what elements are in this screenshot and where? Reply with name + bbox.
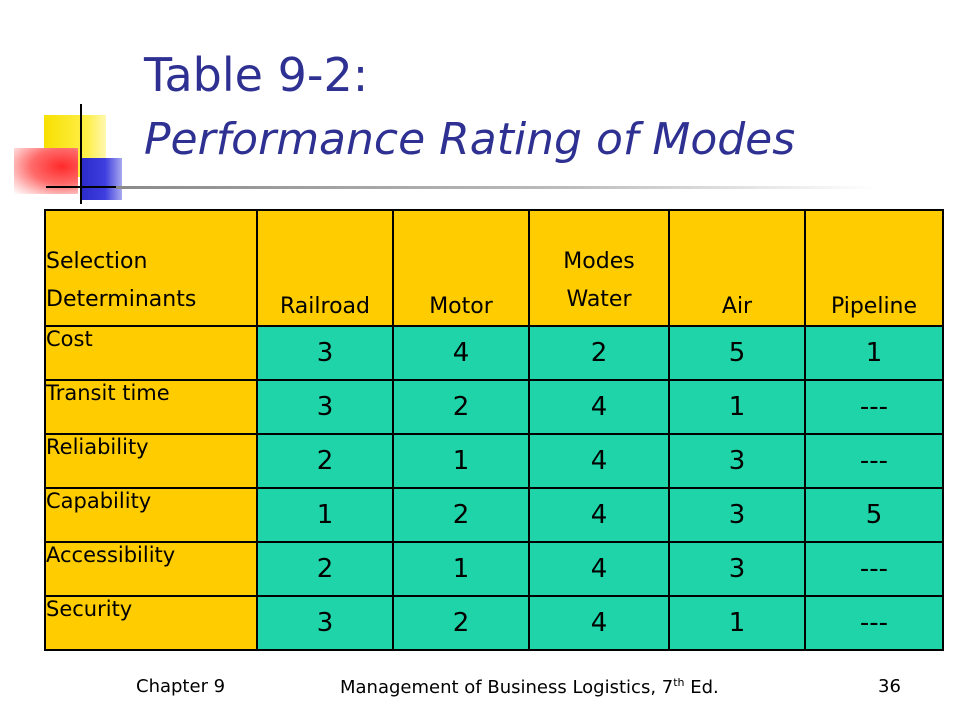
table-row: Reliability 2 1 4 3 ---: [44, 433, 944, 489]
footer-book-title: Management of Business Logistics, 7th Ed…: [340, 676, 719, 698]
cell-value: 3: [256, 325, 394, 381]
header-water-label: Water: [566, 287, 632, 312]
cell-value: 4: [528, 595, 670, 651]
title-underline: [116, 186, 876, 189]
performance-table: Selection Determinants Railroad Motor Mo…: [44, 209, 944, 651]
cell-value: ---: [804, 433, 944, 489]
cell-value: 3: [668, 433, 806, 489]
footer-book-sup: th: [673, 676, 685, 689]
header-pipeline: Pipeline: [804, 209, 944, 327]
cell-value: 2: [392, 487, 530, 543]
cell-value: 3: [668, 541, 806, 597]
cell-value: ---: [804, 541, 944, 597]
cell-value: 2: [256, 433, 394, 489]
header-selection-line1: Selection: [46, 249, 148, 274]
header-air: Air: [668, 209, 806, 327]
cell-value: 1: [804, 325, 944, 381]
cell-value: 3: [668, 487, 806, 543]
cell-value: 4: [528, 433, 670, 489]
row-label: Security: [44, 595, 258, 651]
cell-value: 2: [392, 379, 530, 435]
row-label: Accessibility: [44, 541, 258, 597]
cell-value: 2: [392, 595, 530, 651]
cell-value: 2: [528, 325, 670, 381]
slide-subtitle: Performance Rating of Modes: [144, 114, 796, 165]
cell-value: 2: [256, 541, 394, 597]
logo-blue-square: [80, 158, 122, 200]
table-header-row: Selection Determinants Railroad Motor Mo…: [44, 209, 944, 327]
cell-value: 3: [256, 595, 394, 651]
footer-book-tail: Ed.: [684, 677, 719, 698]
cell-value: 1: [256, 487, 394, 543]
cell-value: 3: [256, 379, 394, 435]
table-row: Cost 3 4 2 5 1: [44, 325, 944, 381]
table-row: Capability 1 2 4 3 5: [44, 487, 944, 543]
cell-value: 5: [804, 487, 944, 543]
cell-value: 1: [668, 595, 806, 651]
cell-value: 4: [528, 541, 670, 597]
logo-horizontal-line: [46, 186, 124, 188]
cell-value: 1: [392, 433, 530, 489]
cell-value: ---: [804, 595, 944, 651]
cell-value: ---: [804, 379, 944, 435]
row-label: Transit time: [44, 379, 258, 435]
cell-value: 5: [668, 325, 806, 381]
cell-value: 1: [668, 379, 806, 435]
header-selection-line2: Determinants: [46, 287, 197, 312]
table-row: Accessibility 2 1 4 3 ---: [44, 541, 944, 597]
cell-value: 4: [392, 325, 530, 381]
row-label: Reliability: [44, 433, 258, 489]
row-label: Capability: [44, 487, 258, 543]
cell-value: 4: [528, 487, 670, 543]
footer-chapter: Chapter 9: [136, 676, 226, 697]
header-modes-label: Modes: [563, 249, 635, 274]
header-motor: Motor: [392, 209, 530, 327]
logo-vertical-line: [80, 104, 82, 204]
table-row: Security 3 2 4 1 ---: [44, 595, 944, 651]
table-row: Transit time 3 2 4 1 ---: [44, 379, 944, 435]
header-railroad: Railroad: [256, 209, 394, 327]
header-selection-determinants: Selection Determinants: [44, 209, 258, 327]
slide-title: Table 9-2:: [144, 48, 369, 102]
footer-page-number: 36: [878, 676, 901, 697]
cell-value: 4: [528, 379, 670, 435]
header-water: Modes Water: [528, 209, 670, 327]
footer-book-main: Management of Business Logistics, 7: [340, 677, 674, 698]
cell-value: 1: [392, 541, 530, 597]
row-label: Cost: [44, 325, 258, 381]
